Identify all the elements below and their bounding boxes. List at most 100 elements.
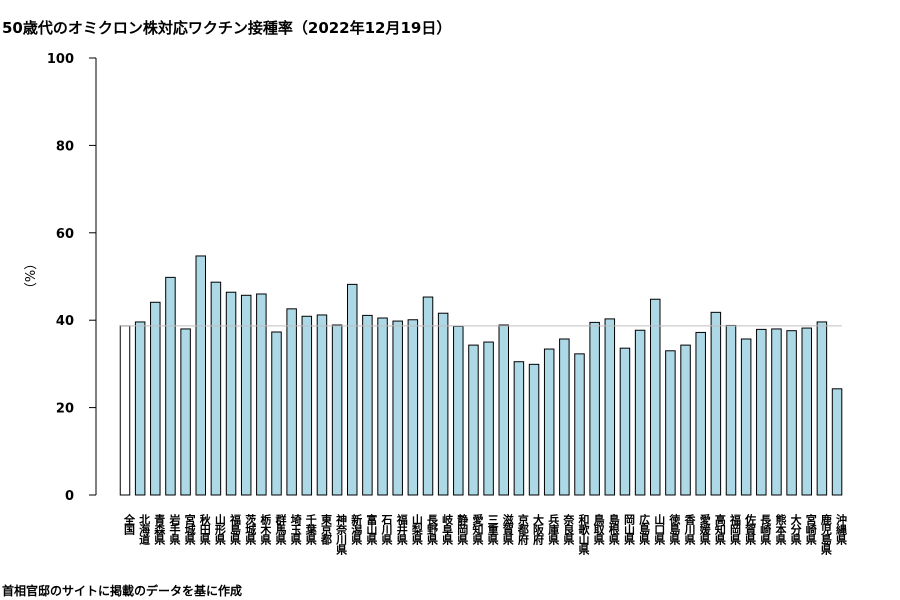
y-tick-label: 80 bbox=[56, 139, 74, 154]
bar bbox=[407, 319, 419, 496]
bar bbox=[831, 388, 843, 496]
bar bbox=[331, 324, 343, 496]
y-axis-label: （%） bbox=[24, 257, 39, 295]
bar bbox=[180, 328, 191, 496]
x-tick-label: 宮崎県 bbox=[804, 513, 817, 546]
x-tick-label: 大分県 bbox=[789, 513, 802, 546]
y-tick-label: 40 bbox=[56, 314, 74, 329]
x-tick-label: 群馬県 bbox=[274, 513, 288, 546]
bar bbox=[150, 301, 161, 496]
bar bbox=[301, 315, 313, 496]
x-tick-label: 鳥取県 bbox=[592, 513, 605, 546]
bar bbox=[286, 308, 297, 496]
x-tick-label: 岡山県 bbox=[622, 514, 635, 546]
x-tick-label: 山形県 bbox=[213, 513, 226, 546]
x-tick-label: 京都府 bbox=[516, 513, 530, 546]
x-tick-label: 兵庫県 bbox=[547, 513, 560, 546]
bar bbox=[589, 321, 600, 496]
x-tick-label: 岐阜県 bbox=[441, 513, 454, 546]
bar bbox=[134, 321, 146, 496]
bar bbox=[453, 325, 464, 496]
bar bbox=[634, 329, 646, 496]
x-tick-label: 鹿児島県 bbox=[819, 513, 833, 556]
bar bbox=[422, 296, 434, 496]
x-tick-label: 栃木県 bbox=[259, 513, 273, 546]
bar bbox=[347, 283, 358, 496]
x-tick-label: 山口県 bbox=[653, 513, 666, 546]
x-tick-label: 全国 bbox=[123, 513, 137, 536]
bar bbox=[210, 281, 222, 496]
bar bbox=[619, 347, 631, 496]
bar bbox=[710, 311, 722, 496]
bar bbox=[377, 317, 388, 496]
x-tick-label: 奈良県 bbox=[562, 513, 576, 546]
x-tick-label: 広島県 bbox=[638, 513, 651, 546]
bar bbox=[725, 324, 737, 496]
x-tick-label: 宮城県 bbox=[183, 513, 196, 546]
x-tick-label: 岩手県 bbox=[168, 513, 182, 546]
bar bbox=[695, 331, 706, 496]
bar bbox=[574, 353, 585, 496]
bar bbox=[771, 328, 782, 496]
bar bbox=[362, 314, 373, 496]
bar bbox=[604, 318, 616, 496]
x-tick-label: 長崎県 bbox=[759, 514, 772, 546]
bar bbox=[195, 255, 206, 496]
x-tick-label: 千葉県 bbox=[304, 513, 318, 546]
bar bbox=[437, 312, 449, 496]
x-tick-label: 愛知県 bbox=[471, 513, 485, 546]
bar bbox=[543, 348, 555, 496]
x-tick-label: 佐賀県 bbox=[744, 513, 758, 546]
x-tick-label: 福岡県 bbox=[729, 513, 743, 546]
x-tick-label: 滋賀県 bbox=[501, 513, 515, 546]
x-tick-label: 北海道 bbox=[138, 513, 151, 546]
x-tick-label: 茨城県 bbox=[244, 513, 257, 546]
x-tick-label: 東京都 bbox=[319, 513, 333, 546]
bar bbox=[468, 344, 479, 496]
x-tick-label: 三重県 bbox=[486, 514, 499, 546]
x-tick-label: 和歌山県 bbox=[577, 513, 590, 556]
bar bbox=[271, 331, 282, 496]
x-tick-label: 神奈川県 bbox=[335, 513, 349, 556]
y-tick-label: 20 bbox=[56, 402, 74, 417]
bar bbox=[256, 293, 267, 496]
y-tick-label: 100 bbox=[47, 52, 74, 67]
x-tick-label: 大阪府 bbox=[532, 513, 545, 546]
x-tick-label: 香川県 bbox=[683, 513, 697, 546]
bar bbox=[513, 361, 525, 496]
bar bbox=[786, 330, 797, 496]
y-tick-label: 60 bbox=[56, 227, 74, 242]
x-tick-label: 沖縄県 bbox=[835, 513, 848, 546]
bar bbox=[528, 363, 540, 496]
bar bbox=[816, 321, 828, 496]
x-tick-label: 石川県 bbox=[380, 514, 394, 546]
x-tick-label: 秋田県 bbox=[198, 513, 211, 546]
bar bbox=[740, 338, 752, 496]
bar bbox=[225, 291, 237, 496]
x-tick-label: 福井県 bbox=[395, 513, 409, 546]
x-tick-label: 山梨県 bbox=[410, 513, 424, 546]
x-tick-label: 徳島県 bbox=[668, 513, 682, 546]
x-tick-label: 熊本県 bbox=[774, 513, 787, 546]
bar bbox=[240, 294, 252, 496]
x-tick-label: 静岡県 bbox=[456, 513, 469, 546]
x-tick-label: 長野県 bbox=[426, 514, 439, 546]
x-tick-label: 埼玉県 bbox=[289, 513, 302, 546]
chart-title: 50歳代のオミクロン株対応ワクチン接種率（2022年12月19日） bbox=[2, 19, 452, 37]
x-tick-label: 青森県 bbox=[153, 513, 166, 546]
x-tick-label: 福島県 bbox=[229, 513, 243, 546]
x-tick-label: 島根県 bbox=[607, 513, 620, 546]
bar-national bbox=[119, 325, 131, 496]
y-tick-label: 0 bbox=[65, 489, 74, 504]
x-tick-label: 愛媛県 bbox=[698, 513, 712, 546]
bar bbox=[801, 327, 812, 496]
bar bbox=[756, 328, 767, 496]
source-note: 首相官邸のサイトに掲載のデータを基に作成 bbox=[2, 584, 243, 598]
bar bbox=[316, 314, 328, 496]
x-tick-label: 富山県 bbox=[365, 513, 378, 546]
bar bbox=[392, 320, 403, 496]
bar bbox=[483, 341, 494, 496]
bar bbox=[165, 276, 176, 496]
bar bbox=[665, 350, 676, 496]
